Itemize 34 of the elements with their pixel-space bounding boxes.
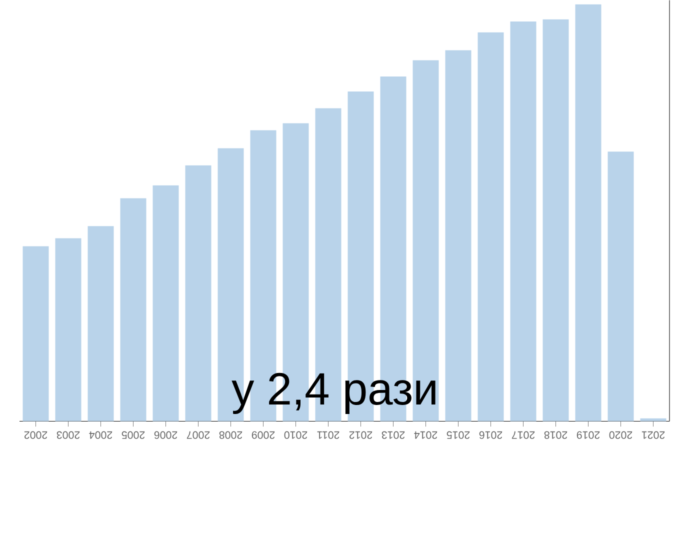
bar — [542, 19, 569, 422]
x-tick-label: 2012 — [349, 431, 372, 439]
x-tick-label: 2014 — [414, 431, 438, 439]
x-tick-label: 2017 — [512, 431, 535, 439]
x-tick-label: 2018 — [544, 431, 568, 439]
x-tick-label: 2005 — [122, 431, 145, 439]
x-tick-label: 2003 — [56, 431, 80, 439]
x-tick-label: 2020 — [609, 431, 632, 439]
x-tick-label: 2004 — [89, 431, 112, 439]
x-tick-label: 2007 — [186, 431, 210, 439]
bar — [478, 32, 504, 422]
x-tick-label: 2009 — [252, 431, 275, 439]
x-tick-label: 2015 — [446, 431, 470, 439]
x-tick-label: 2008 — [219, 431, 242, 439]
bar — [120, 198, 146, 422]
x-tick-label: 2011 — [317, 431, 340, 439]
x-tick-label: 2021 — [642, 431, 665, 439]
x-tick-label: 2006 — [154, 431, 178, 439]
annotation: у 2,4 рази — [232, 372, 436, 414]
bar — [152, 185, 179, 422]
bar — [608, 151, 634, 422]
x-tick-label: 2016 — [479, 431, 502, 439]
bar — [510, 21, 536, 422]
x-tick-label: 2013 — [382, 431, 405, 439]
bar — [640, 418, 666, 422]
bar — [88, 226, 114, 422]
bar — [22, 246, 49, 422]
bar — [575, 4, 602, 422]
x-tick-label: 2019 — [576, 431, 600, 439]
bar — [185, 165, 212, 422]
bar — [445, 50, 472, 422]
x-tick-label: 2010 — [284, 431, 308, 439]
bar — [55, 238, 82, 422]
x-tick-label: 2002 — [24, 431, 48, 439]
